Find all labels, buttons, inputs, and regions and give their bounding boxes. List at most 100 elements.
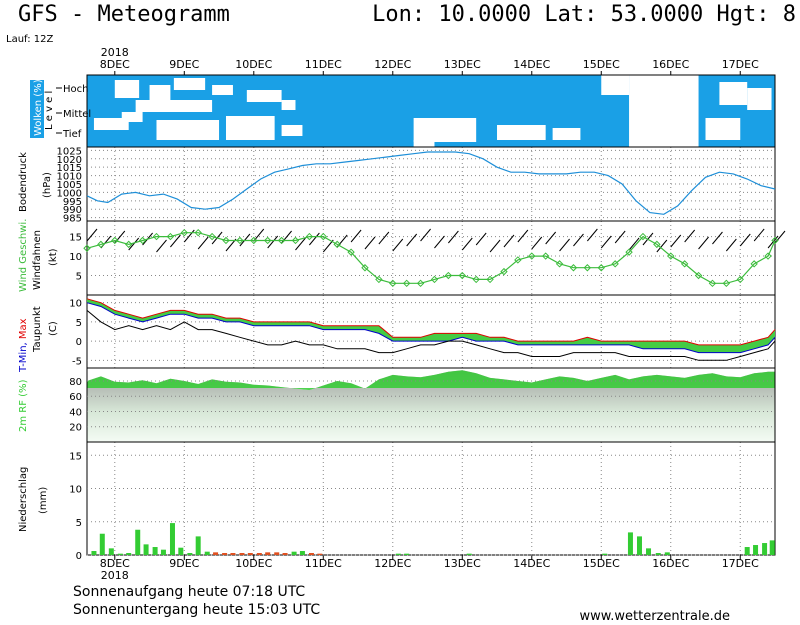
wind-barb [698, 236, 709, 250]
wind-speed-point [569, 264, 578, 272]
wind-speed-point [500, 267, 508, 276]
wind-barb [267, 235, 279, 249]
tmax-line [86, 298, 776, 346]
wind-barb [420, 228, 431, 242]
wind-speed-point [541, 252, 550, 260]
wind-barb [725, 238, 737, 252]
wind-speed-point [208, 232, 216, 241]
wind-speed-point [708, 279, 717, 288]
year-label-top: 2018 [101, 46, 129, 59]
pressure-ytick-label: 1020 [57, 155, 82, 166]
date-label-top: 8DEC [100, 58, 130, 71]
cloud-patch [281, 100, 296, 110]
wind-speed-point [319, 232, 327, 241]
date-label-top: 15DEC [583, 58, 620, 71]
wind-speed-point [236, 236, 244, 245]
date-label-top: 16DEC [652, 58, 689, 71]
humidity-ytick-label: 60 [69, 392, 82, 403]
pressure-ytick-label: 985 [63, 214, 82, 225]
wind-barb [378, 231, 390, 245]
wind-speed-point [389, 279, 397, 288]
wind-barb [406, 233, 418, 247]
precip-bar [204, 551, 210, 555]
wind-speed-point [263, 236, 272, 245]
precipitation-ytick-label: 0 [76, 551, 82, 562]
model-run-label: Lauf: 12Z [6, 34, 54, 45]
precip-bar [99, 533, 105, 555]
wind-speed-point [416, 279, 425, 288]
precip-unit: (mm) [38, 487, 49, 514]
wind-barb [774, 230, 786, 244]
wind-speed-point [486, 275, 494, 284]
precip-bar [646, 548, 652, 555]
precip-bar [655, 553, 661, 555]
wind-barb [350, 229, 362, 243]
precip-bar [602, 553, 608, 555]
precip-bar [91, 551, 97, 555]
wind-barb [364, 236, 376, 250]
pressure-unit: (hPa) [42, 172, 53, 198]
wind-barb [475, 232, 487, 246]
precip-bar [769, 540, 775, 555]
humidity-area [87, 370, 775, 391]
wind-speed-point [694, 271, 703, 280]
humidity-ytick-label: 20 [69, 423, 82, 434]
tmin-line [86, 302, 776, 354]
wind-speed-point [138, 236, 147, 245]
wind-speed-point [528, 252, 536, 260]
wind-barb [392, 238, 404, 252]
date-label-bottom: 15DEC [583, 557, 620, 570]
precip-bar [274, 552, 280, 555]
temperature-ytick-label: 5 [76, 318, 82, 329]
precip-bar [762, 543, 768, 555]
precip-bar [143, 544, 149, 555]
cloud-level-label: Mittel [63, 109, 91, 120]
temp-range-area [87, 298, 775, 353]
wind-unit: (kt) [48, 248, 59, 266]
precip-bar [169, 523, 175, 555]
year-label-bottom: 2018 [101, 569, 129, 582]
wind-barb [447, 230, 459, 244]
precip-bar [466, 553, 472, 555]
cloud-patch [497, 125, 546, 140]
wind-speed-point [111, 236, 119, 245]
wind-barb [308, 232, 320, 246]
temp-ylabel-dewpoint: Taupunkt [32, 306, 43, 353]
date-label-top: 14DEC [513, 58, 550, 71]
cloud-patch [747, 88, 772, 110]
cloud-patch [601, 75, 630, 95]
wind-barb [739, 233, 751, 247]
wind-ylabel-barbs: Windfahnen [32, 230, 43, 290]
date-label-bottom: 9DEC [169, 557, 199, 570]
wind-speed-point [597, 264, 605, 272]
wind-barb [670, 234, 682, 248]
wind-speed-point [97, 240, 105, 249]
temperature-ytick-label: 0 [76, 337, 82, 348]
wind-speed-point [472, 275, 480, 284]
wind-ytick-label: 10 [69, 252, 82, 263]
wind-barb [86, 228, 98, 242]
pressure-ytick-label: 1000 [57, 188, 82, 199]
precip-bar [299, 551, 305, 555]
cloud-patch [246, 90, 282, 102]
wind-speed-point [555, 260, 564, 268]
pressure-ytick-label: 1025 [57, 146, 82, 157]
precip-bar [627, 532, 633, 555]
humidity-ylabel: 2m RF (%) [18, 379, 29, 432]
wind-speed-point [402, 279, 411, 288]
date-label-top: 12DEC [374, 58, 411, 71]
wind-barb [545, 231, 557, 245]
temp-ylabel-minmax: T-Min, Max [18, 318, 29, 373]
date-label-top: 13DEC [444, 58, 481, 71]
cloud-patch [705, 118, 741, 140]
wind-speed-point [625, 248, 633, 256]
wind-speed-point [361, 264, 369, 272]
wind-speed-line [86, 232, 776, 284]
sunrise-text: Sonnenaufgang heute 07:18 UTC [73, 584, 306, 600]
temp-unit: (C) [48, 321, 59, 336]
precip-bar [744, 547, 750, 555]
wind-speed-point [764, 252, 772, 260]
wind-barb [197, 236, 209, 250]
precipitation-ytick-label: 10 [69, 485, 82, 496]
wind-barb [156, 239, 167, 253]
